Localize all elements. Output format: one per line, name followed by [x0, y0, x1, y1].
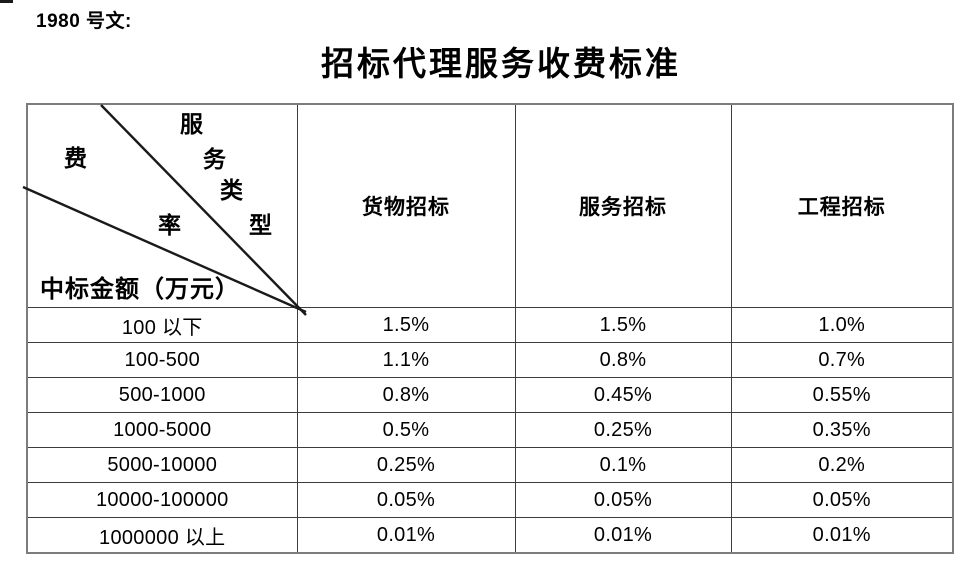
row-label: 100 以下 [26, 307, 298, 343]
table-row: 10000-100000 0.05% 0.05% 0.05% [26, 482, 954, 518]
table-row: 1000000 以上 0.01% 0.01% 0.01% [26, 517, 954, 554]
fee-cell: 0.01% [730, 517, 954, 554]
row-label: 1000-5000 [26, 412, 298, 448]
fee-cell: 1.0% [730, 307, 954, 343]
fee-cell: 0.5% [296, 412, 516, 448]
fee-cell: 1.5% [514, 307, 732, 343]
scan-artifact-mark [0, 0, 13, 3]
fee-cell: 0.01% [296, 517, 516, 554]
corner-service-type-char-1: 服 [180, 112, 203, 137]
table-row: 100-500 1.1% 0.8% 0.7% [26, 342, 954, 378]
fee-cell: 0.8% [514, 342, 732, 378]
fee-cell: 0.7% [730, 342, 954, 378]
fee-cell: 0.05% [730, 482, 954, 518]
doc-number-label: 1980 号文: [36, 11, 132, 32]
table-row: 100 以下 1.5% 1.5% 1.0% [26, 307, 954, 343]
fee-cell: 0.25% [514, 412, 732, 448]
row-label: 100-500 [26, 342, 298, 378]
fee-cell: 1.1% [296, 342, 516, 378]
fee-cell: 0.05% [296, 482, 516, 518]
column-header-works-bidding: 工程招标 [730, 103, 954, 308]
amount-axis-label: 中标金额（万元） [40, 277, 240, 303]
row-label: 500-1000 [26, 377, 298, 413]
corner-header-cell: 服 费 务 类 率 型 中标金额（万元） [22, 103, 307, 316]
row-label: 10000-100000 [26, 482, 298, 518]
fee-cell: 0.01% [514, 517, 732, 554]
row-label: 1000000 以上 [26, 517, 298, 554]
corner-rate-char: 率 [158, 213, 181, 238]
fee-cell: 0.25% [296, 447, 516, 483]
fee-cell: 0.35% [730, 412, 954, 448]
fee-table: 服 费 务 类 率 型 中标金额（万元） 货物招标 服务招标 工程招标 100 … [22, 103, 954, 554]
corner-fee-char: 费 [64, 146, 87, 171]
table-row: 5000-10000 0.25% 0.1% 0.2% [26, 447, 954, 483]
table-row: 500-1000 0.8% 0.45% 0.55% [26, 377, 954, 413]
column-header-goods-bidding: 货物招标 [296, 103, 516, 308]
row-label: 5000-10000 [26, 447, 298, 483]
table-header-row: 服 费 务 类 率 型 中标金额（万元） 货物招标 服务招标 工程招标 [22, 103, 954, 316]
corner-diagonal-lines [22, 104, 307, 316]
fee-cell: 1.5% [296, 307, 516, 343]
fee-cell: 0.45% [514, 377, 732, 413]
corner-service-type-char-4: 型 [249, 213, 272, 238]
corner-service-type-char-3: 类 [220, 178, 243, 203]
corner-service-type-char-2: 务 [203, 147, 226, 172]
fee-cell: 0.1% [514, 447, 732, 483]
fee-cell: 0.2% [730, 447, 954, 483]
fee-cell: 0.8% [296, 377, 516, 413]
page-title: 招标代理服务收费标准 [321, 47, 681, 83]
fee-cell: 0.55% [730, 377, 954, 413]
column-header-service-bidding: 服务招标 [514, 103, 732, 308]
fee-cell: 0.05% [514, 482, 732, 518]
table-row: 1000-5000 0.5% 0.25% 0.35% [26, 412, 954, 448]
